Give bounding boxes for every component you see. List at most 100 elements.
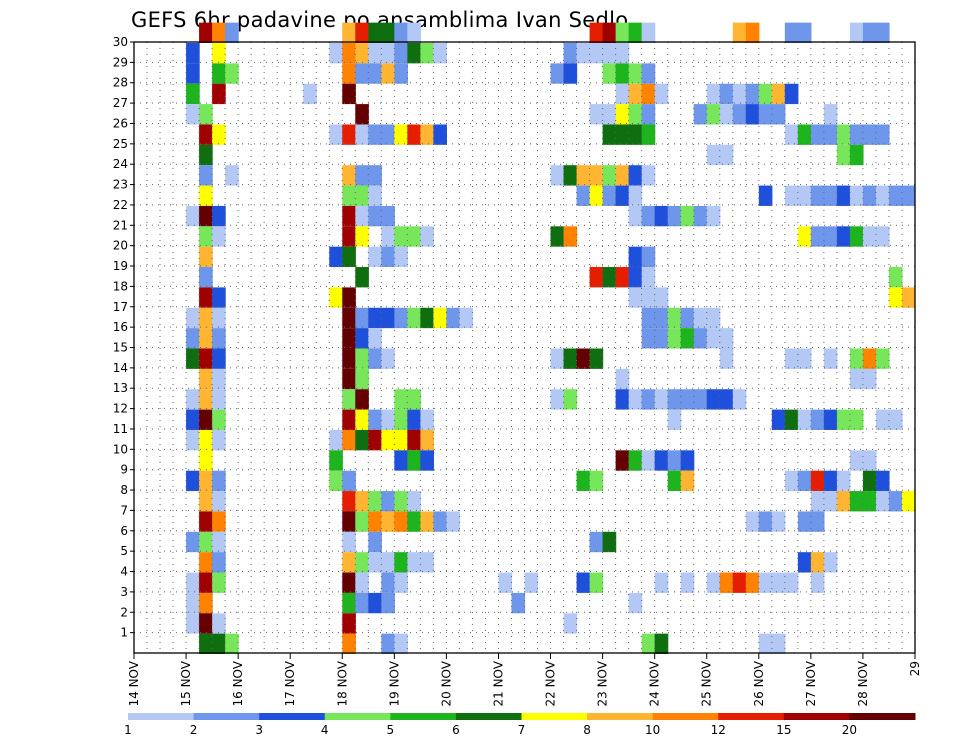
heatmap-cell — [784, 22, 799, 43]
heatmap-cell — [420, 43, 434, 64]
heatmap-cell — [199, 450, 213, 471]
heatmap-cell — [212, 43, 226, 64]
heatmap-cell — [550, 63, 565, 84]
heatmap-cell — [186, 572, 200, 593]
heatmap-cell — [563, 613, 578, 634]
heatmap-cell — [407, 491, 421, 512]
heatmap-cell — [342, 22, 356, 43]
heatmap-cell — [199, 205, 213, 227]
heatmap-cell — [680, 572, 695, 593]
y-tick-label: 6 — [120, 524, 128, 538]
heatmap-cell — [758, 83, 773, 105]
heatmap-cell — [615, 368, 630, 390]
heatmap-cell — [706, 307, 721, 329]
heatmap-cell — [368, 165, 382, 186]
heatmap-cell — [199, 22, 213, 43]
heatmap-cell — [771, 511, 786, 532]
heatmap-cell — [212, 572, 226, 593]
heatmap-cell — [212, 633, 226, 654]
heatmap-cell — [381, 43, 395, 64]
heatmap-cell — [602, 43, 617, 64]
heatmap-cell — [186, 592, 200, 614]
heatmap-cell — [342, 348, 356, 369]
heatmap-cell — [706, 83, 721, 105]
heatmap-cell — [758, 185, 773, 206]
heatmap-cell — [797, 22, 812, 43]
x-tick-label: 15 NOV — [179, 660, 193, 706]
heatmap-cell — [329, 429, 343, 451]
heatmap-cell — [368, 409, 382, 430]
y-tick-label: 21 — [113, 218, 128, 232]
heatmap-cell — [680, 307, 695, 329]
heatmap-cell — [212, 226, 226, 247]
colorbar-segment — [390, 713, 457, 720]
heatmap-cell — [797, 226, 812, 247]
heatmap-cell — [576, 470, 591, 492]
heatmap-cell — [381, 348, 395, 369]
colorbar-label: 6 — [452, 723, 460, 737]
heatmap-cell — [199, 165, 213, 186]
heatmap-cell — [719, 572, 734, 593]
y-tick-label: 16 — [113, 320, 128, 334]
heatmap-cell — [212, 491, 226, 512]
colorbar-segment — [783, 713, 850, 720]
heatmap-cell — [875, 185, 890, 206]
heatmap-cell — [394, 572, 408, 593]
heatmap-cell — [407, 409, 421, 430]
heatmap-cell — [810, 124, 825, 145]
heatmap-cell — [810, 511, 825, 532]
y-tick-label: 9 — [120, 463, 128, 477]
heatmap-cell — [342, 409, 356, 430]
y-tick-label: 13 — [113, 381, 128, 395]
heatmap-cell — [719, 144, 734, 166]
heatmap-cell — [394, 633, 408, 654]
heatmap-cell — [355, 348, 369, 369]
heatmap-cell — [394, 63, 408, 84]
heatmap-cell — [706, 572, 721, 593]
heatmap-cell — [836, 226, 851, 247]
heatmap-cell — [758, 572, 773, 593]
colorbar-segment — [718, 713, 785, 720]
heatmap-cell — [355, 409, 369, 430]
heatmap-cell — [212, 83, 226, 105]
colorbar-segment — [587, 713, 654, 720]
heatmap-cell — [628, 450, 643, 471]
colorbar-label: 7 — [518, 723, 526, 737]
y-tick-label: 17 — [113, 300, 128, 314]
heatmap-cell — [628, 22, 643, 43]
heatmap-cell — [199, 104, 213, 125]
heatmap-cell — [420, 450, 434, 471]
heatmap-cell — [368, 124, 382, 145]
heatmap-cell — [342, 246, 356, 268]
heatmap-cell — [355, 328, 369, 349]
heatmap-cell — [420, 226, 434, 247]
heatmap-cell — [199, 389, 213, 410]
heatmap-cell — [771, 104, 786, 125]
heatmap-cell — [394, 429, 408, 451]
heatmap-cell — [875, 470, 890, 492]
heatmap-cell — [342, 165, 356, 186]
heatmap-cell — [420, 124, 434, 145]
heatmap-cell — [641, 83, 656, 105]
x-tick-label: 29 — [908, 661, 922, 676]
heatmap-cell — [654, 205, 669, 227]
heatmap-cell — [862, 22, 877, 43]
heatmap-cell — [368, 307, 382, 329]
heatmap-cell — [784, 348, 799, 369]
heatmap-cell — [641, 450, 656, 471]
y-tick-label: 30 — [113, 35, 128, 49]
heatmap-cell — [875, 124, 890, 145]
heatmap-cell — [836, 185, 851, 206]
colorbar-label: 1 — [124, 723, 132, 737]
heatmap-cell — [433, 511, 447, 532]
heatmap-cell — [381, 633, 395, 654]
heatmap-cell — [433, 43, 447, 64]
heatmap-cell — [810, 185, 825, 206]
heatmap-cell — [888, 409, 903, 430]
heatmap-cell — [368, 185, 382, 206]
heatmap-cell — [875, 226, 890, 247]
heatmap-cell — [368, 22, 382, 43]
heatmap-cell — [771, 572, 786, 593]
heatmap-cell — [199, 511, 213, 532]
